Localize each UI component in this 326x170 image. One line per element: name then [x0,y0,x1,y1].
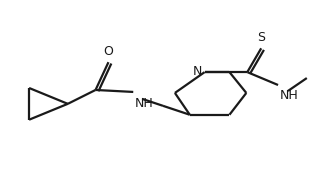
Text: NH: NH [135,97,154,110]
Text: NH: NH [280,89,299,102]
Text: N: N [192,65,202,78]
Text: S: S [257,31,265,44]
Text: O: O [104,45,113,58]
